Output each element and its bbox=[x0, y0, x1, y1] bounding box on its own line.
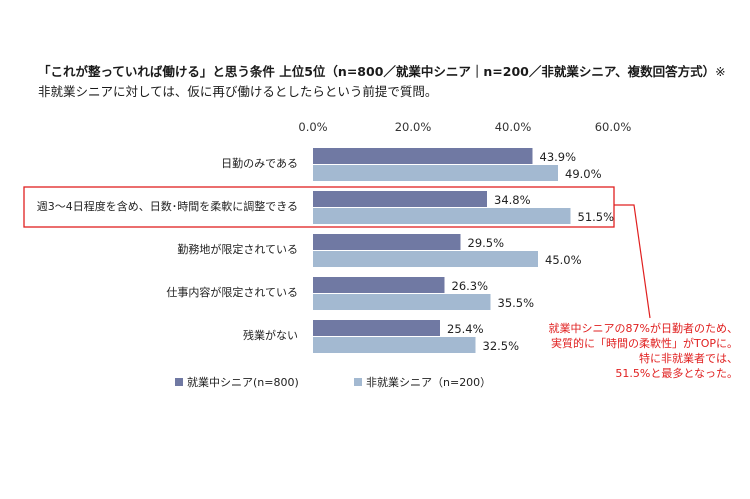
x-tick-label: 0.0% bbox=[298, 120, 327, 134]
highlight-box bbox=[23, 186, 615, 228]
bar-employed bbox=[313, 320, 440, 336]
x-tick-label: 60.0% bbox=[595, 120, 632, 134]
data-label: 29.5% bbox=[468, 236, 505, 250]
bar-unemployed bbox=[313, 251, 538, 267]
bar-unemployed bbox=[313, 165, 558, 181]
legend-swatch-unemployed bbox=[354, 378, 362, 386]
annotation-line: 実質的に「時間の柔軟性」がTOPに。 bbox=[551, 336, 738, 350]
data-label: 34.8% bbox=[494, 193, 531, 207]
legend-label-employed: 就業中シニア(n=800) bbox=[187, 375, 299, 389]
bar-employed bbox=[313, 234, 461, 250]
chart-title: 「これが整っていれば働ける」と思う条件 上位5位（n=800／就業中シニア｜n=… bbox=[38, 62, 728, 102]
data-label: 49.0% bbox=[565, 167, 602, 181]
category-label: 残業がない bbox=[243, 328, 298, 342]
category-label: 仕事内容が限定されている bbox=[166, 285, 298, 299]
bar-unemployed bbox=[313, 294, 491, 310]
bar-employed bbox=[313, 191, 487, 207]
callout-line bbox=[614, 204, 651, 319]
bar-employed bbox=[313, 148, 533, 164]
chart-title-note: ※非就業シニアに対しては、仮に再び働けるとしたらという前提で質問。 bbox=[38, 64, 726, 99]
data-label: 35.5% bbox=[498, 296, 535, 310]
chart-title-main: 「これが整っていれば働ける」と思う条件 上位5位（n=800／就業中シニア｜n=… bbox=[38, 64, 716, 79]
legend-swatch-employed bbox=[175, 378, 183, 386]
legend-label-unemployed: 非就業シニア（n=200） bbox=[366, 375, 491, 389]
bar-employed bbox=[313, 277, 445, 293]
annotation-line: 特に非就業者では、 bbox=[639, 351, 738, 365]
data-label: 32.5% bbox=[483, 339, 520, 353]
bar-unemployed bbox=[313, 337, 476, 353]
data-label: 45.0% bbox=[545, 253, 582, 267]
x-tick-label: 40.0% bbox=[495, 120, 532, 134]
data-label: 43.9% bbox=[540, 150, 577, 164]
category-label: 勤務地が限定されている bbox=[177, 242, 298, 256]
annotation-line: 51.5%と最多となった。 bbox=[615, 366, 738, 380]
data-label: 51.5% bbox=[578, 210, 615, 224]
category-label: 週3～4日程度を含め、日数･時間を柔軟に調整できる bbox=[37, 199, 298, 213]
x-tick-label: 20.0% bbox=[395, 120, 432, 134]
data-label: 26.3% bbox=[452, 279, 489, 293]
data-label: 25.4% bbox=[447, 322, 484, 336]
category-label: 日勤のみである bbox=[221, 157, 298, 170]
annotation-line: 就業中シニアの87%が日勤者のため、 bbox=[549, 321, 738, 335]
bar-unemployed bbox=[313, 208, 571, 224]
